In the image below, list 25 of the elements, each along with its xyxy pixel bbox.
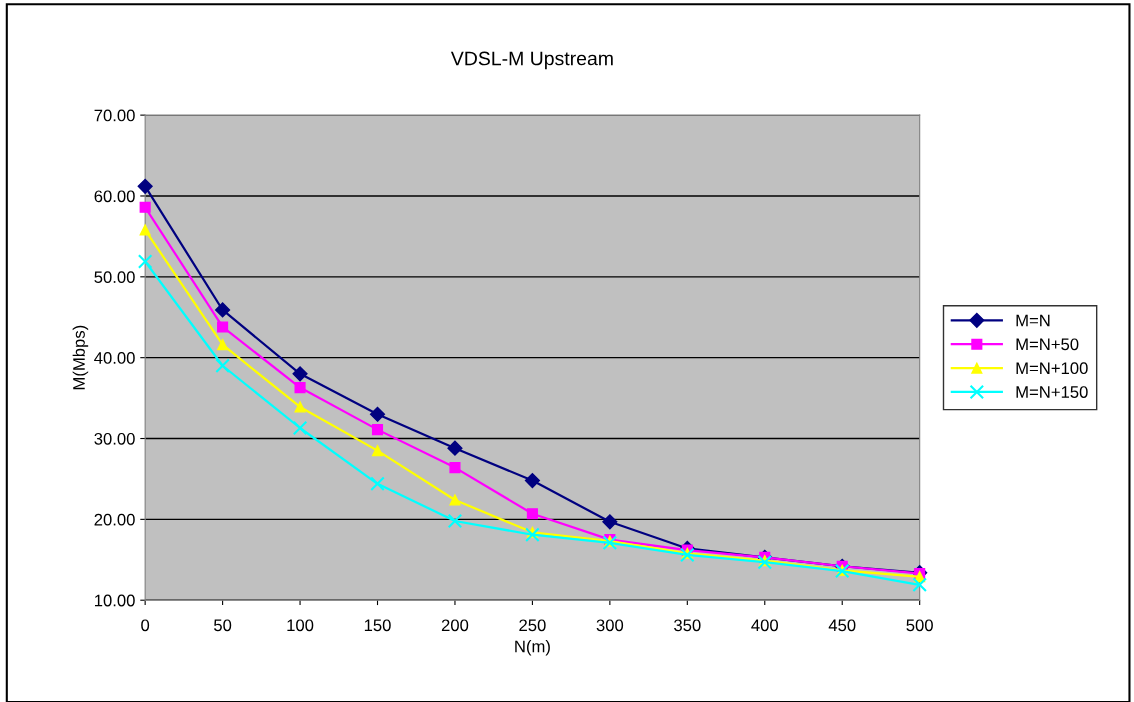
y-tick-label: 60.00: [94, 190, 135, 203]
x-tick-label: 350: [674, 619, 701, 632]
y-tick-label: 40.00: [94, 352, 135, 364]
x-axis-title: N(m): [515, 640, 550, 656]
x-tick-label: 200: [441, 619, 469, 632]
x-tick-label: 300: [596, 619, 624, 632]
legend-label: M=N+150: [1016, 386, 1088, 398]
chart-title: VDSL-M Upstream: [450, 51, 613, 70]
x-tick-label: 400: [751, 619, 779, 632]
y-tick-label: 70.00: [94, 109, 135, 122]
y-tick-label: 50.00: [94, 271, 135, 284]
y-tick-label: 10.00: [95, 594, 135, 607]
x-tick-label: 250: [519, 619, 546, 632]
legend-label: M=N+100: [1016, 362, 1088, 375]
legend-label: M=N: [1016, 314, 1050, 327]
y-axis-title: M(Mbps): [72, 325, 89, 390]
legend-label: M=N+50: [1016, 338, 1079, 351]
y-tick-label: 30.00: [94, 432, 135, 445]
x-tick-label: 50: [214, 619, 232, 632]
x-tick-label: 500: [906, 619, 933, 632]
x-tick-label: 100: [287, 619, 314, 632]
x-tick-label: 150: [364, 619, 391, 632]
x-tick-label: 0: [141, 619, 150, 632]
y-tick-label: 20.00: [94, 513, 135, 526]
x-tick-label: 450: [828, 619, 856, 632]
